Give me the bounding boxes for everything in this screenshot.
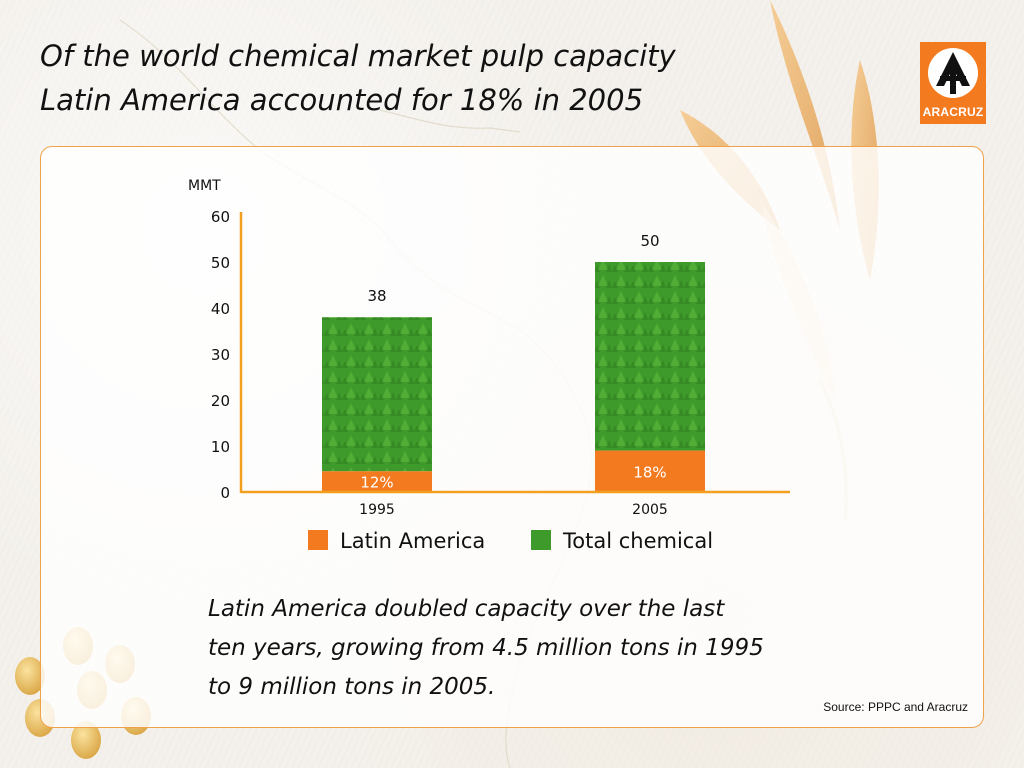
- logo-text: ARACRUZ: [922, 105, 984, 119]
- aracruz-logo: ARACRUZ: [920, 42, 986, 124]
- y-tick-label: 10: [211, 438, 230, 456]
- caption-line-1: Latin America doubled capacity over the …: [208, 596, 725, 622]
- summary-caption: Latin America doubled capacity over the …: [208, 590, 764, 707]
- legend-latin-america-label: Latin America: [340, 529, 485, 553]
- y-tick-label: 0: [220, 484, 230, 502]
- title-line-2: Latin America accounted for 18% in 2005: [40, 83, 644, 117]
- legend-total-chemical-swatch: [531, 530, 551, 550]
- x-category-label: 1995: [359, 502, 395, 518]
- y-tick-label: 50: [211, 254, 230, 272]
- y-axis-title: MMT: [188, 178, 221, 194]
- chart-panel: [40, 146, 984, 728]
- legend: Latin America Total chemical: [308, 529, 713, 553]
- y-tick-label: 30: [211, 346, 230, 364]
- legend-total-chemical-label: Total chemical: [562, 529, 713, 553]
- y-tick-label: 40: [211, 300, 230, 318]
- caption-line-3: to 9 million tons in 2005.: [208, 674, 496, 700]
- bar-latin-america: [322, 471, 432, 492]
- title-line-1: Of the world chemical market pulp capaci…: [40, 39, 676, 73]
- legend-latin-america-swatch: [308, 530, 328, 550]
- y-tick-label: 20: [211, 392, 230, 410]
- x-category-label: 2005: [632, 502, 668, 518]
- tree-logo-icon: [928, 48, 978, 98]
- caption-line-2: ten years, growing from 4.5 million tons…: [208, 635, 764, 661]
- bar-total-value-label: 38: [367, 287, 386, 305]
- latin-america-share-label: 12%: [360, 474, 393, 492]
- x-axis-labels: 1995 2005: [359, 502, 668, 518]
- y-tick-label: 60: [211, 208, 230, 226]
- source-note: Source: PPPC and Aracruz: [823, 700, 968, 714]
- y-axis-ticks: 0 10 20 30 40 50 60: [211, 208, 230, 502]
- bar-total-chemical: [322, 317, 432, 472]
- bars: 12% 38 18% 50: [322, 232, 705, 492]
- bar-total-chemical: [595, 262, 705, 451]
- bar-total-value-label: 50: [640, 232, 659, 250]
- page-title: Of the world chemical market pulp capaci…: [40, 34, 676, 122]
- bar-latin-america: [595, 450, 705, 492]
- latin-america-share-label: 18%: [633, 463, 666, 481]
